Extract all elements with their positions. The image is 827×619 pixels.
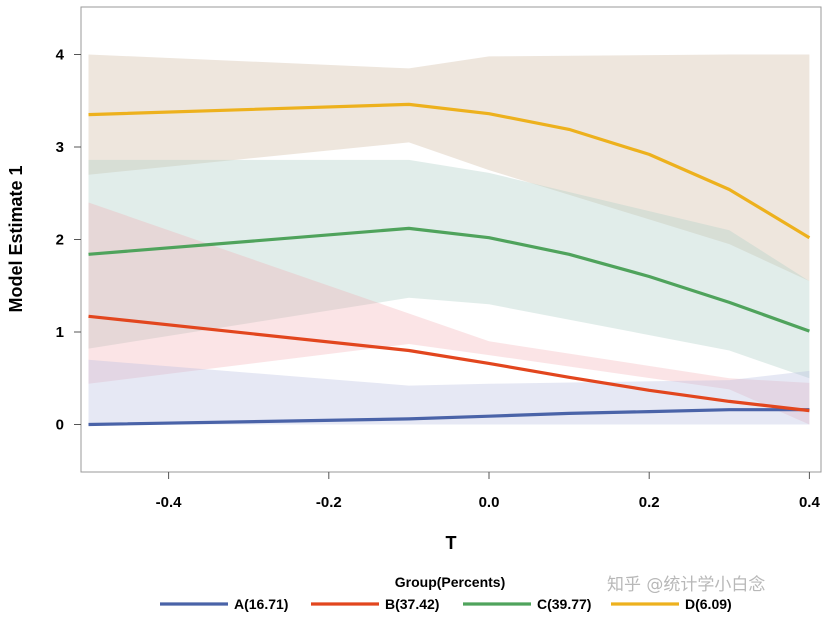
- series-line-a: [88, 408, 810, 427]
- x-axis-ticks: -0.4 -0.2 0.0 0.2 0.4: [156, 472, 821, 511]
- series-line-c: [88, 226, 810, 333]
- y-tick-label: 3: [56, 139, 64, 156]
- x-tick-label: -0.4: [156, 494, 183, 511]
- x-axis-title: T: [446, 533, 457, 553]
- legend-label-d: D(6.09): [685, 596, 732, 612]
- legend-label-b: B(37.42): [385, 596, 439, 612]
- plot-frame: [80, 6, 822, 473]
- legend-label-a: A(16.71): [234, 596, 288, 612]
- y-tick-label: 1: [56, 324, 64, 341]
- y-axis-title: Model Estimate 1: [6, 165, 26, 312]
- confidence-band-d: [88, 54, 810, 282]
- legend-title: Group(Percents): [395, 574, 505, 590]
- x-tick-label: 0.2: [639, 494, 660, 511]
- x-tick-label: -0.2: [316, 494, 342, 511]
- series-lines: [88, 102, 811, 427]
- y-tick-label: 4: [56, 47, 65, 64]
- confidence-band-a: [88, 359, 810, 425]
- y-axis-ticks: 0 1 2 3 4: [56, 47, 81, 434]
- watermark: 知乎 @统计学小白念: [607, 574, 765, 595]
- series-line-d: [88, 102, 811, 240]
- confidence-bands: [88, 54, 810, 425]
- confidence-band-b: [88, 202, 810, 425]
- confidence-band-c: [88, 159, 810, 379]
- legend-label-c: C(39.77): [537, 596, 591, 612]
- x-tick-label: 0.0: [479, 494, 500, 511]
- series-line-b: [88, 314, 810, 413]
- y-tick-label: 0: [56, 417, 64, 434]
- y-tick-label: 2: [56, 232, 64, 249]
- legend: A(16.71) B(37.42) C(39.77) D(6.09): [160, 596, 732, 612]
- x-tick-label: 0.4: [799, 494, 821, 511]
